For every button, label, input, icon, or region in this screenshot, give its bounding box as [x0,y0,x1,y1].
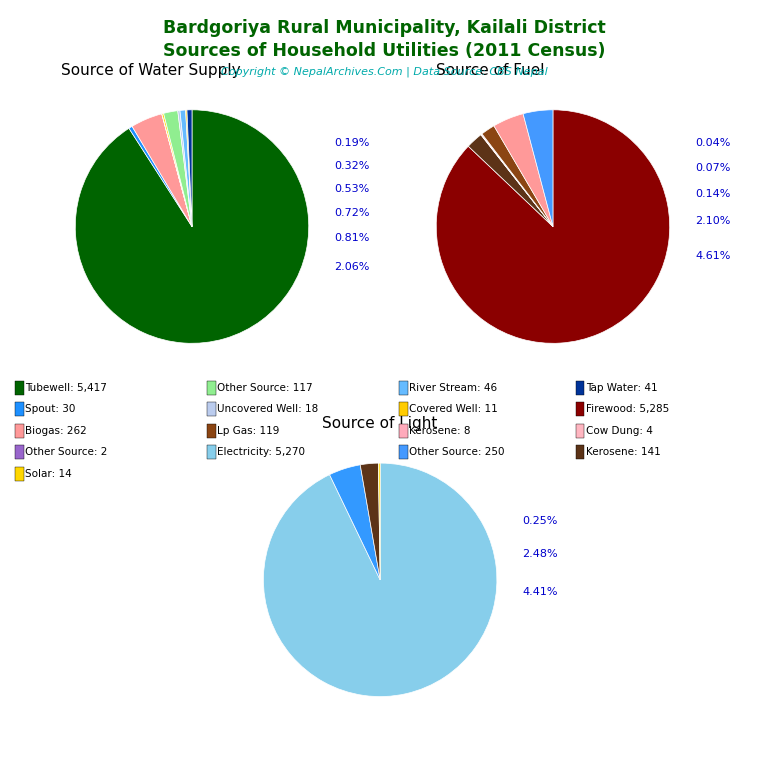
Wedge shape [481,134,553,227]
Wedge shape [468,134,553,227]
Text: 4.41%: 4.41% [522,587,558,597]
Text: Bardgoriya Rural Municipality, Kailali District: Bardgoriya Rural Municipality, Kailali D… [163,19,605,37]
Text: Uncovered Well: 18: Uncovered Well: 18 [217,404,318,415]
Text: Solar: 14: Solar: 14 [25,468,71,479]
Text: 0.25%: 0.25% [522,516,558,527]
Text: Tap Water: 41: Tap Water: 41 [586,382,657,393]
Text: Kerosene: 141: Kerosene: 141 [586,447,660,458]
Wedge shape [129,127,192,227]
Text: Other Source: 2: Other Source: 2 [25,447,108,458]
Wedge shape [180,110,192,227]
Wedge shape [482,126,553,227]
Text: Source of Water Supply: Source of Water Supply [61,63,240,78]
Text: Electricity: 5,270: Electricity: 5,270 [217,447,305,458]
Wedge shape [75,110,309,343]
Wedge shape [494,114,553,227]
Wedge shape [436,110,670,343]
Text: River Stream: 46: River Stream: 46 [409,382,497,393]
Wedge shape [177,111,192,227]
Text: 0.07%: 0.07% [695,163,731,174]
Title: Source of Light: Source of Light [323,416,438,432]
Text: Covered Well: 11: Covered Well: 11 [409,404,498,415]
Text: 4.61%: 4.61% [695,250,731,261]
Wedge shape [132,114,192,227]
Text: Other Source: 117: Other Source: 117 [217,382,313,393]
Text: Source of Fuel: Source of Fuel [436,63,545,78]
Text: 2.48%: 2.48% [522,549,558,559]
Text: 92.86%: 92.86% [0,767,1,768]
Text: 0.04%: 0.04% [695,137,731,147]
Wedge shape [360,463,380,580]
Wedge shape [162,114,192,227]
Text: Biogas: 262: Biogas: 262 [25,425,87,436]
Text: 2.06%: 2.06% [334,263,370,273]
Text: 0.81%: 0.81% [334,233,370,243]
Text: Spout: 30: Spout: 30 [25,404,75,415]
Wedge shape [187,110,192,227]
Text: Other Source: 250: Other Source: 250 [409,447,505,458]
Wedge shape [523,110,553,227]
Text: Copyright © NepalArchives.Com | Data Source: CBS Nepal: Copyright © NepalArchives.Com | Data Sou… [220,67,548,78]
Text: 0.14%: 0.14% [695,189,731,199]
Text: Sources of Household Utilities (2011 Census): Sources of Household Utilities (2011 Cen… [163,42,605,60]
Text: Kerosene: 8: Kerosene: 8 [409,425,471,436]
Wedge shape [329,465,380,580]
Wedge shape [482,134,553,227]
Text: Tubewell: 5,417: Tubewell: 5,417 [25,382,107,393]
Text: 2.10%: 2.10% [695,216,731,226]
Wedge shape [186,110,192,227]
Wedge shape [263,463,497,697]
Text: 0.32%: 0.32% [334,161,370,170]
Text: 95.37%: 95.37% [0,767,1,768]
Text: Cow Dung: 4: Cow Dung: 4 [586,425,653,436]
Wedge shape [379,463,380,580]
Text: 0.19%: 0.19% [334,137,370,147]
Wedge shape [162,114,192,227]
Wedge shape [164,111,192,227]
Text: Lp Gas: 119: Lp Gas: 119 [217,425,280,436]
Text: Firewood: 5,285: Firewood: 5,285 [586,404,669,415]
Text: 0.53%: 0.53% [334,184,369,194]
Text: 0.72%: 0.72% [334,207,370,217]
Text: 93.05%: 93.05% [0,767,1,768]
